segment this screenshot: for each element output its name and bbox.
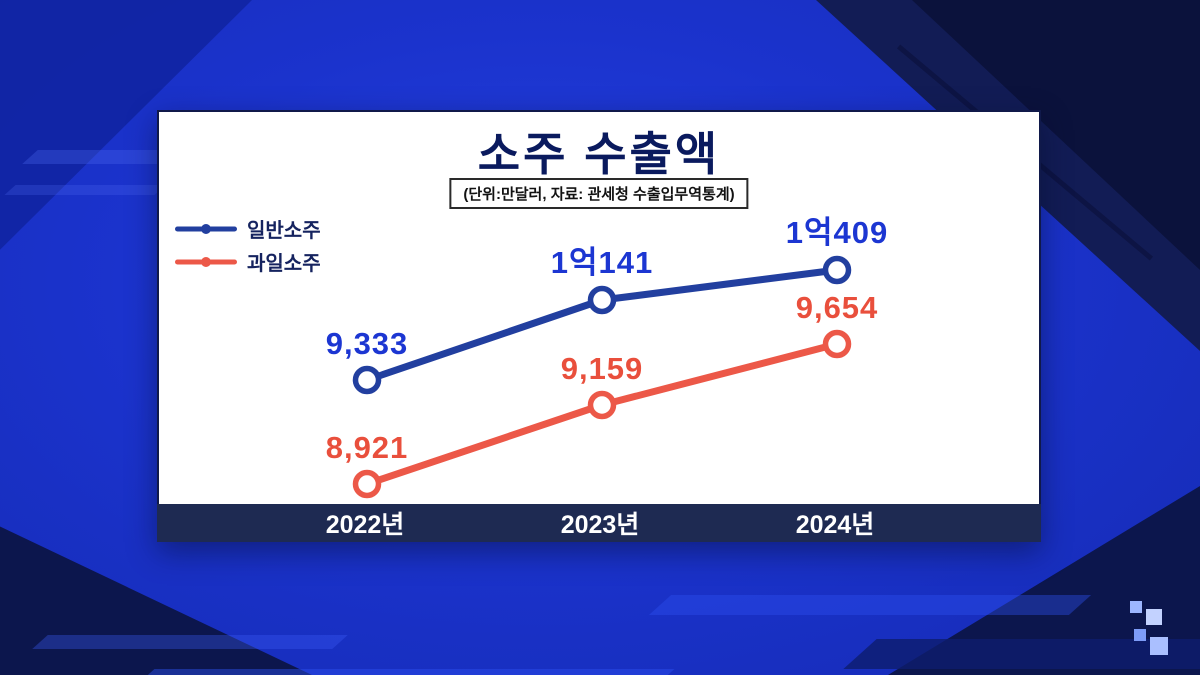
legend-circle-icon <box>201 223 211 234</box>
series-line-fruit-soju <box>363 340 841 488</box>
legend-line-marker-red <box>175 252 237 272</box>
legend-label-fruit-soju: 과일소주 <box>247 253 321 275</box>
series-line-general-soju <box>363 266 841 384</box>
data-point <box>587 390 617 420</box>
legend-circle-icon <box>201 256 211 267</box>
chart-legend: 일반소주 과일소주 <box>175 212 321 278</box>
pixel-square <box>1146 609 1162 625</box>
data-point <box>822 329 852 359</box>
data-label: 1억409 <box>785 215 889 250</box>
data-point <box>587 285 617 315</box>
legend-item-general-soju: 일반소주 <box>175 212 321 245</box>
chart-subtitle: (단위:만달러, 자료: 관세청 수출입무역통계) <box>449 178 749 209</box>
data-label: 9,159 <box>560 351 644 386</box>
data-point <box>822 255 852 285</box>
bg-stripe-1 <box>125 669 675 675</box>
pixel-square <box>1134 629 1146 641</box>
chart-panel: 소주 수출액 (단위:만달러, 자료: 관세청 수출입무역통계) 일반소주 과일… <box>157 110 1041 542</box>
data-label: 1억141 <box>550 245 654 280</box>
data-point <box>352 469 382 499</box>
x-axis-label-2024: 2024년 <box>795 511 875 539</box>
pixel-square <box>1150 637 1168 655</box>
legend-line-marker-blue <box>175 219 237 239</box>
x-axis-bar: 2022년 2023년 2024년 <box>157 504 1041 542</box>
data-label: 9,654 <box>795 290 879 325</box>
data-label: 9,333 <box>325 326 409 361</box>
pixel-square <box>1130 601 1142 613</box>
pixel-accent <box>1130 601 1174 659</box>
legend-label-general-soju: 일반소주 <box>247 220 321 242</box>
bg-stripe-3 <box>648 595 1092 615</box>
data-label: 8,921 <box>325 430 409 465</box>
chart-title: 소주 수출액 <box>477 128 721 180</box>
legend-item-fruit-soju: 과일소주 <box>175 245 321 278</box>
x-axis-label-2022: 2022년 <box>325 511 405 539</box>
bg-chevron-2 <box>4 185 166 195</box>
x-axis-label-2023: 2023년 <box>560 511 640 539</box>
data-point <box>352 365 382 395</box>
bg-stripe-2 <box>32 635 348 649</box>
